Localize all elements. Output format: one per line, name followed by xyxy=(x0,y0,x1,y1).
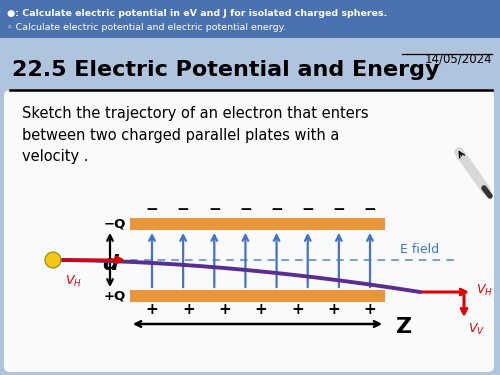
Text: $V_V$: $V_V$ xyxy=(468,322,485,337)
Text: +: + xyxy=(218,303,231,318)
Text: 22.5 Electric Potential and Energy: 22.5 Electric Potential and Energy xyxy=(12,60,440,80)
Text: E field: E field xyxy=(400,243,439,256)
Text: −: − xyxy=(177,201,190,216)
Text: d: d xyxy=(102,254,118,274)
Text: $\mathbf{Z}$: $\mathbf{Z}$ xyxy=(395,317,412,337)
Text: −Q: −Q xyxy=(104,217,126,231)
Text: +: + xyxy=(291,303,304,318)
Text: +: + xyxy=(328,303,340,318)
FancyBboxPatch shape xyxy=(4,90,494,372)
Text: −: − xyxy=(146,201,158,216)
Circle shape xyxy=(45,252,61,268)
Text: +: + xyxy=(146,303,158,318)
Text: +: + xyxy=(182,303,194,318)
Text: $V_H$: $V_H$ xyxy=(64,274,82,289)
Text: ●: Calculate electric potential in eV and J for isolated charged spheres.: ●: Calculate electric potential in eV an… xyxy=(7,9,388,18)
Text: −: − xyxy=(364,201,376,216)
Bar xyxy=(130,218,385,230)
Text: $V_H$: $V_H$ xyxy=(476,282,493,297)
Text: 14/05/2024: 14/05/2024 xyxy=(424,52,492,65)
Text: +: + xyxy=(364,303,376,318)
Bar xyxy=(130,290,385,302)
Bar xyxy=(0,0,500,38)
Text: −: − xyxy=(239,201,252,216)
Text: +Q: +Q xyxy=(104,290,126,303)
Text: −: − xyxy=(302,201,314,216)
Text: ◦ Calculate electric potential and electric potential energy.: ◦ Calculate electric potential and elect… xyxy=(7,22,286,32)
Text: +: + xyxy=(254,303,268,318)
Text: Sketch the trajectory of an electron that enters
between two charged parallel pl: Sketch the trajectory of an electron tha… xyxy=(22,106,368,164)
Text: −: − xyxy=(208,201,220,216)
Text: −: − xyxy=(270,201,283,216)
Text: −: − xyxy=(332,201,345,216)
